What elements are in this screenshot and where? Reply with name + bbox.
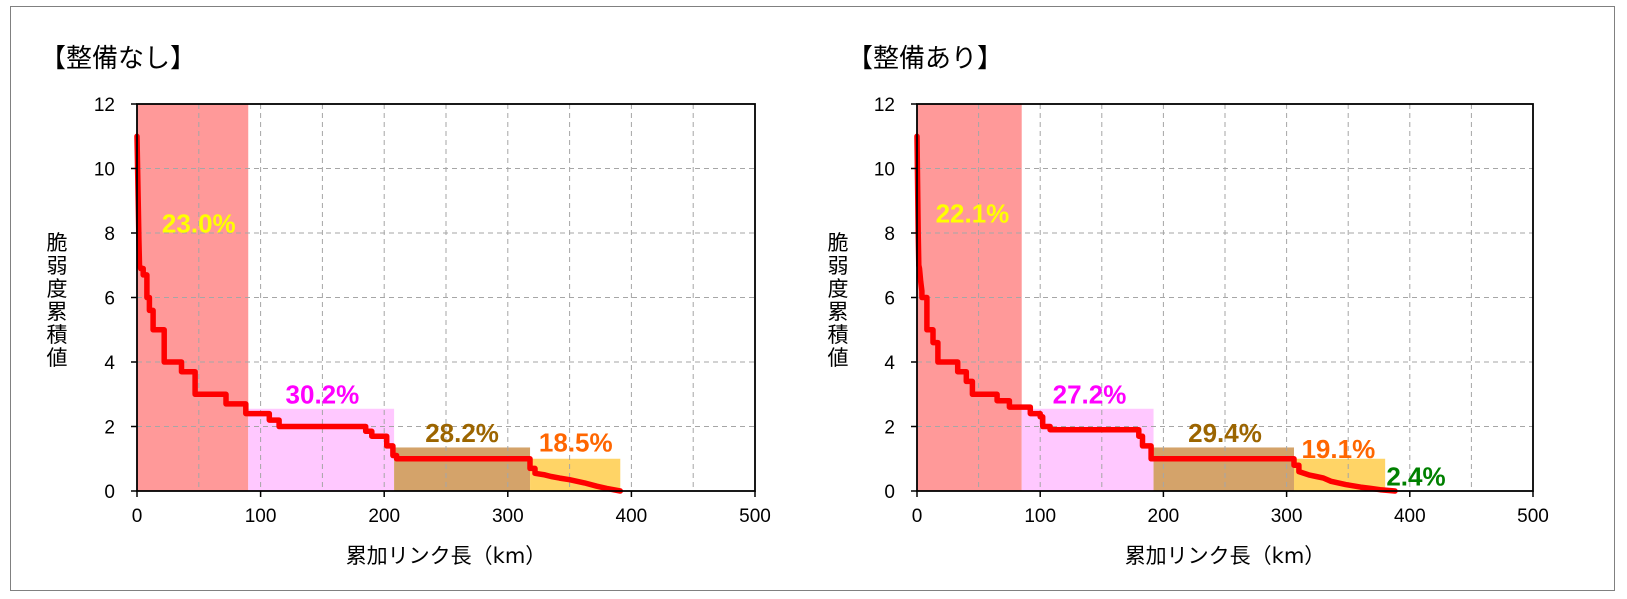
y-tick-label: 8 [884, 224, 895, 245]
band-label-4: 18.5% [539, 428, 613, 458]
y-axis-label: 脆弱度累積値 [47, 231, 68, 370]
series-line-1 [914, 133, 1398, 494]
x-tick-label: 400 [616, 506, 648, 527]
x-tick-label: 100 [1024, 506, 1056, 527]
band-label-3: 28.2% [425, 418, 499, 448]
x-tick-label: 200 [1148, 506, 1180, 527]
x-tick-label: 300 [1271, 506, 1303, 527]
x-tick-label: 100 [245, 506, 277, 527]
x-axis-label: 累加リンク長（km） [346, 544, 547, 568]
band-label-4: 19.1% [1301, 434, 1375, 464]
band-label-2: 27.2% [1053, 379, 1127, 409]
y-tick-label: 0 [884, 482, 895, 503]
y-tick-label: 8 [104, 224, 115, 245]
x-tick-label: 500 [1517, 506, 1549, 527]
band-3 [1153, 447, 1294, 491]
chart-title: 【整備あり】 [847, 44, 1003, 74]
band-label-5: 2.4% [1386, 461, 1445, 491]
y-axis-label: 脆弱度累積値 [828, 231, 849, 370]
band-label-3: 29.4% [1188, 418, 1262, 448]
y-tick-label: 10 [874, 160, 895, 181]
chart-1: 【整備なし】 0 100 200 300 400 500 0 2 4 6 8 10 12 累加リンク長（km… [40, 44, 771, 568]
chart-2: 【整備あり】 0 100 200 300 400 500 0 2 4 6 8 10 12 累加リンク長（km… [828, 44, 1549, 568]
y-tick-label: 4 [104, 353, 115, 374]
series-line-1 [134, 133, 624, 494]
y-tick-label: 4 [884, 353, 895, 374]
y-tick-label: 6 [884, 289, 895, 310]
y-tick-label: 2 [884, 418, 895, 439]
band-1 [917, 104, 1022, 491]
x-axis-label: 累加リンク長（km） [1125, 544, 1326, 568]
y-tick-label: 2 [104, 418, 115, 439]
chart-title: 【整備なし】 [40, 44, 196, 74]
y-tick-label: 10 [94, 160, 115, 181]
band-label-1: 22.1% [936, 199, 1010, 229]
band-label-1: 23.0% [162, 208, 236, 238]
y-tick-label: 12 [94, 95, 115, 116]
x-tick-label: 300 [492, 506, 524, 527]
band-label-2: 30.2% [286, 379, 360, 409]
x-tick-label: 0 [132, 506, 143, 527]
band-3 [394, 447, 531, 491]
x-tick-label: 400 [1394, 506, 1426, 527]
y-tick-label: 12 [874, 95, 895, 116]
x-tick-label: 500 [739, 506, 771, 527]
y-tick-label: 0 [104, 482, 115, 503]
x-tick-label: 0 [912, 506, 923, 527]
x-tick-label: 200 [368, 506, 400, 527]
y-tick-label: 6 [104, 289, 115, 310]
